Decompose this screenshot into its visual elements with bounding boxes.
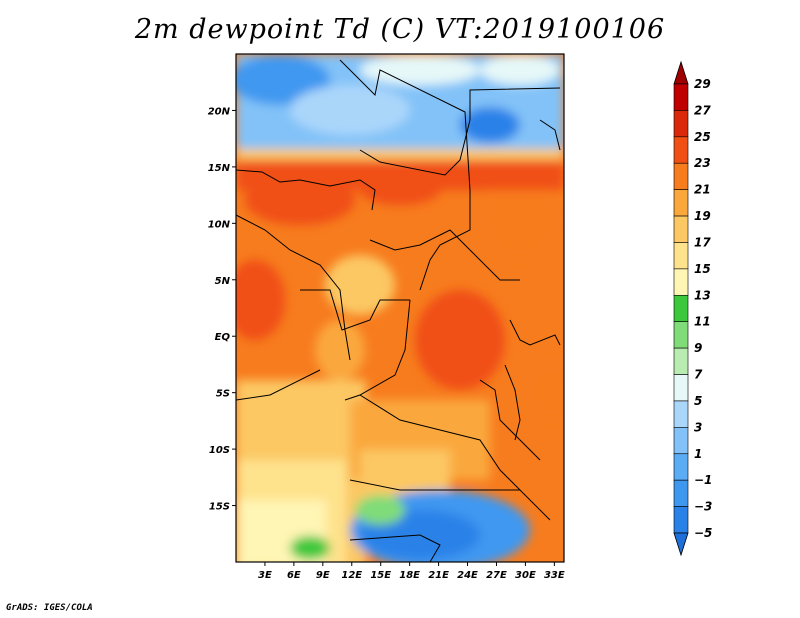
colorbar-label: 23 <box>694 156 711 170</box>
colorbar-label: 21 <box>694 183 711 197</box>
colorbar-label: 27 <box>694 103 711 117</box>
colorbar-swatch <box>673 374 689 402</box>
colorbar-swatch <box>673 400 689 428</box>
lon-tick-label: 33E <box>544 570 565 581</box>
lon-tick-label: 15E <box>370 570 391 581</box>
lat-tick-label: 15S <box>209 502 230 513</box>
country-borders <box>236 59 561 562</box>
colorbar-label: 5 <box>694 394 702 408</box>
longitude-ticks: 3E 6E 9E 12E 15E 18E 21E 24E 27E 30E 33E <box>258 562 565 581</box>
colorbar-label: −3 <box>694 500 712 514</box>
lon-tick-label: 30E <box>515 570 536 581</box>
lon-tick-label: 12E <box>341 570 362 581</box>
lat-tick-label: 5S <box>216 389 230 400</box>
colorbar-swatch <box>673 242 689 270</box>
grads-credit: GrADS: IGES/COLA <box>6 603 93 613</box>
lat-tick-label: 10N <box>208 219 231 230</box>
colorbar-swatch <box>673 136 689 164</box>
colorbar-swatch <box>673 268 689 296</box>
colorbar-label: 29 <box>694 77 711 91</box>
colorbar-swatch <box>673 321 689 349</box>
map-frame <box>235 53 565 563</box>
colorbar-swatch <box>673 110 689 138</box>
colorbar-label: 25 <box>694 130 711 144</box>
lon-tick-label: 24E <box>457 570 478 581</box>
lat-tick-label: 20N <box>208 106 231 117</box>
colorbar-label: 7 <box>694 368 703 382</box>
colorbar-swatch <box>673 294 689 323</box>
colorbar-swatch <box>673 162 689 190</box>
colorbar-swatch <box>673 506 689 534</box>
lat-tick-label: EQ <box>215 332 231 343</box>
lon-tick-label: 3E <box>258 570 272 581</box>
colorbar-bottom-arrow <box>673 532 689 557</box>
latitude-ticks: 20N 15N 10N 5N EQ 5S 10S 15S <box>208 106 236 513</box>
colorbar-swatch <box>673 479 689 507</box>
map-title: 2m dewpoint Td (C) VT:2019100106 <box>134 14 666 45</box>
colorbar-top-arrow <box>673 60 689 85</box>
colorbar-label: 19 <box>694 209 711 223</box>
colorbar-swatch <box>673 215 689 243</box>
colorbar-swatch <box>673 427 689 455</box>
lon-tick-label: 9E <box>316 570 330 581</box>
colorbar-swatch <box>673 83 689 111</box>
colorbar-label: 17 <box>694 235 711 249</box>
colorbar-swatch <box>673 453 689 481</box>
lat-tick-label: 5N <box>215 276 231 287</box>
colorbar-label: 1 <box>694 447 702 461</box>
dewpoint-field <box>236 54 564 562</box>
colorbar-label: 9 <box>694 341 702 355</box>
lon-tick-label: 18E <box>399 570 420 581</box>
lon-tick-label: 27E <box>486 570 507 581</box>
colorbar-label: 15 <box>694 262 711 276</box>
colorbar-swatch <box>673 189 689 217</box>
colorbar-label: 13 <box>694 288 711 302</box>
colorbar-label: −5 <box>694 526 712 540</box>
colorbar-label: −1 <box>694 473 712 487</box>
colorbar-label: 3 <box>694 420 702 434</box>
lat-tick-label: 15N <box>208 163 231 174</box>
colorbar-label: 11 <box>694 315 711 329</box>
lat-tick-label: 10S <box>209 445 230 456</box>
colorbar-swatch <box>673 347 689 375</box>
lon-tick-label: 21E <box>428 570 449 581</box>
lon-tick-label: 6E <box>287 570 301 581</box>
